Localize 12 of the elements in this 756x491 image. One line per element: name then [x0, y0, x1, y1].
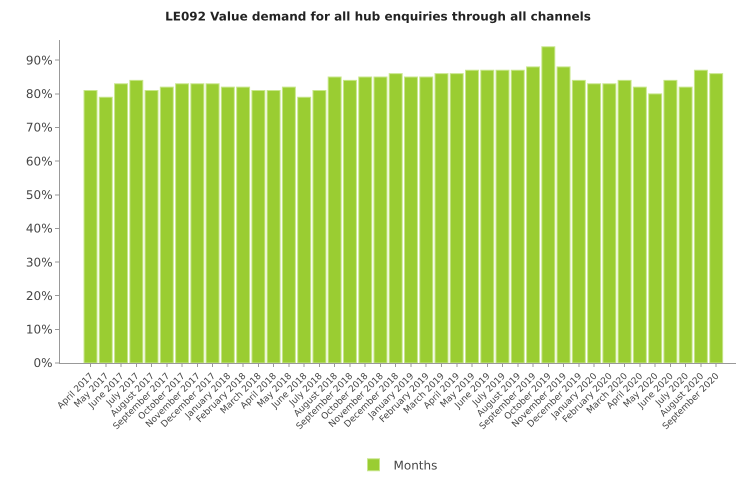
y-tick-label: 80% — [26, 87, 53, 102]
chart-title: LE092 Value demand for all hub enquiries through all channels — [165, 10, 591, 24]
y-tick-label: 50% — [26, 188, 53, 202]
y-tick-label: 10% — [26, 322, 53, 337]
y-tick-label: 90% — [26, 53, 53, 68]
y-tick-label: 30% — [26, 255, 53, 270]
y-tick-label: 40% — [26, 222, 53, 236]
y-tick-label: 60% — [26, 154, 53, 168]
y-tick-label: 0% — [34, 356, 53, 370]
y-tick-label: 20% — [26, 288, 53, 303]
y-tick-label: 70% — [26, 120, 53, 135]
legend-label: Months — [394, 458, 438, 472]
